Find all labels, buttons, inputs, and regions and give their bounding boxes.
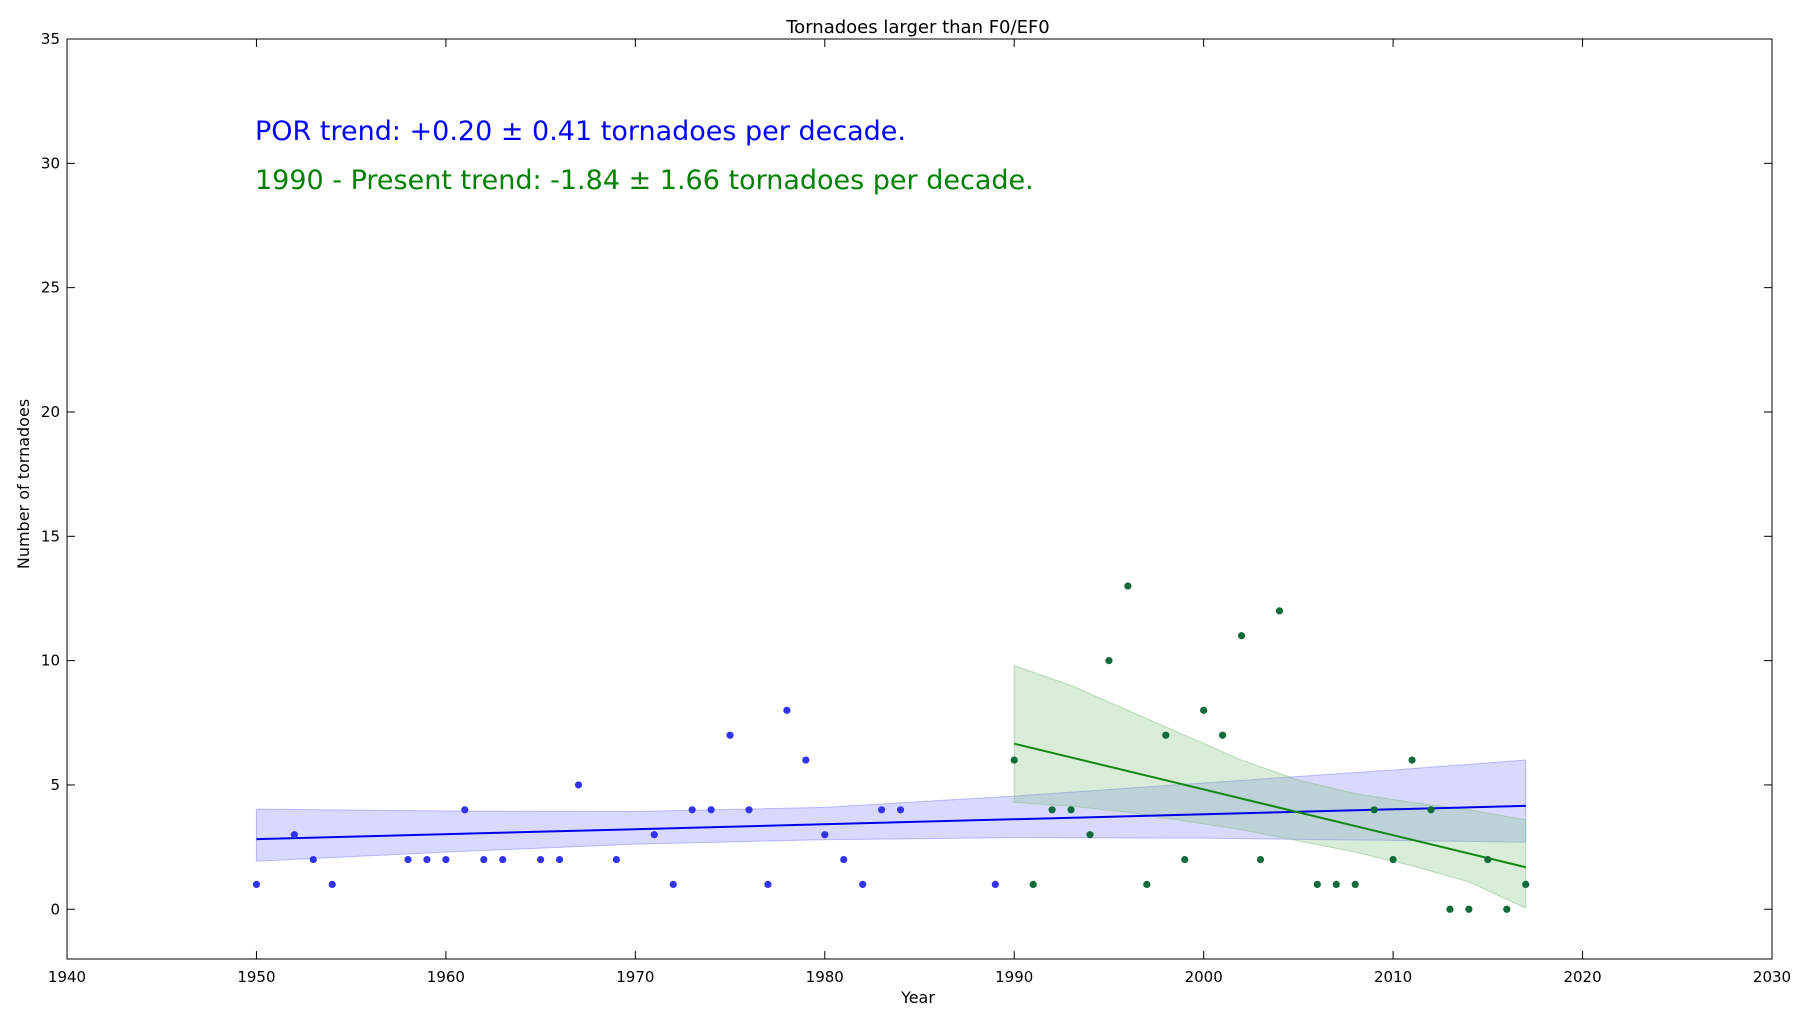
x-tick-label: 2010	[1374, 968, 1412, 986]
x-tick-label: 2000	[1185, 968, 1223, 986]
data-point	[1067, 806, 1075, 814]
por-trend-annotation: POR trend: +0.20 ± 0.41 tornadoes per de…	[255, 116, 906, 147]
data-point	[1408, 756, 1416, 764]
data-point	[878, 806, 886, 814]
data-point	[1200, 706, 1208, 714]
data-point	[1370, 806, 1378, 814]
data-point	[821, 831, 829, 839]
data-point	[499, 855, 507, 864]
y-tick-label: 35	[41, 30, 60, 48]
data-point	[423, 855, 431, 864]
data-point	[1446, 905, 1454, 913]
data-point	[555, 855, 564, 864]
data-point	[1427, 806, 1435, 814]
x-tick-label: 1950	[237, 968, 275, 986]
y-tick-label: 10	[41, 652, 60, 670]
data-point	[1275, 607, 1284, 615]
data-point	[1256, 855, 1265, 864]
data-point	[707, 806, 715, 814]
data-point	[1522, 880, 1530, 889]
x-tick-label: 2020	[1563, 968, 1601, 986]
x-tick-label: 1970	[616, 968, 654, 986]
data-point	[896, 806, 905, 814]
data-point	[537, 855, 545, 864]
data-point	[840, 855, 848, 864]
x-tick-label: 2030	[1753, 968, 1791, 986]
data-point	[480, 855, 488, 864]
data-point	[1237, 632, 1246, 640]
data-point	[442, 855, 450, 864]
data-point	[252, 880, 261, 889]
data-point	[1029, 880, 1037, 889]
x-tick-label: 1980	[806, 968, 844, 986]
confidence-bands	[255, 664, 1527, 909]
recent-trend-annotation: 1990 - Present trend: -1.84 ± 1.66 torna…	[255, 165, 1034, 196]
x-tick-label: 1940	[48, 968, 86, 986]
data-point	[290, 831, 298, 839]
data-point	[669, 880, 677, 889]
data-point	[1332, 880, 1340, 889]
chart-title: Tornadoes larger than F0/EF0	[785, 17, 1050, 38]
data-point	[404, 855, 412, 864]
data-point	[328, 880, 336, 889]
data-point	[650, 831, 658, 839]
data-point	[802, 756, 810, 764]
trend-line-3	[1013, 742, 1526, 869]
data-point	[1162, 731, 1170, 739]
y-tick-label: 5	[50, 776, 60, 794]
y-tick-label: 25	[41, 279, 60, 297]
data-point	[745, 806, 753, 814]
data-point	[783, 706, 791, 714]
data-point	[1389, 855, 1397, 864]
y-tick-label: 30	[41, 154, 60, 172]
data-point	[1484, 855, 1492, 864]
trend-lines	[256, 742, 1526, 869]
plot-area	[67, 39, 1772, 959]
y-axis-label: Number of tornadoes	[14, 399, 33, 569]
x-tick-label: 1960	[427, 968, 465, 986]
data-point	[688, 806, 696, 814]
data-point	[1048, 806, 1056, 814]
data-point	[1143, 880, 1151, 889]
data-point	[1313, 880, 1321, 889]
axes-border	[66, 38, 1773, 960]
data-point	[461, 806, 469, 814]
data-point	[764, 880, 772, 889]
data-point	[726, 731, 734, 739]
axes-frame	[66, 38, 1773, 960]
data-point	[309, 855, 317, 864]
data-point	[859, 880, 867, 889]
x-axis-label: Year	[900, 988, 935, 1007]
data-point	[1219, 731, 1227, 739]
data-point	[991, 880, 999, 889]
data-point	[612, 855, 620, 864]
y-tick-label: 20	[41, 403, 60, 421]
x-tick-label: 1990	[995, 968, 1033, 986]
data-point	[1181, 855, 1189, 864]
axis-ticks: 1940 1950 1960 1970 1980 1990 2000 2010 2020 2030…	[41, 30, 1791, 986]
y-tick-label: 15	[41, 527, 60, 545]
trend-line-2	[256, 804, 1526, 841]
y-tick-label: 0	[50, 900, 60, 918]
plot-background	[67, 39, 1772, 959]
data-point	[1010, 756, 1018, 764]
data-points	[252, 582, 1530, 913]
data-point	[1503, 905, 1511, 913]
data-point	[1465, 905, 1473, 913]
data-point	[1105, 657, 1113, 665]
data-point	[1086, 831, 1094, 839]
data-point	[1124, 582, 1132, 590]
data-point	[1351, 880, 1359, 889]
data-point	[574, 781, 583, 789]
